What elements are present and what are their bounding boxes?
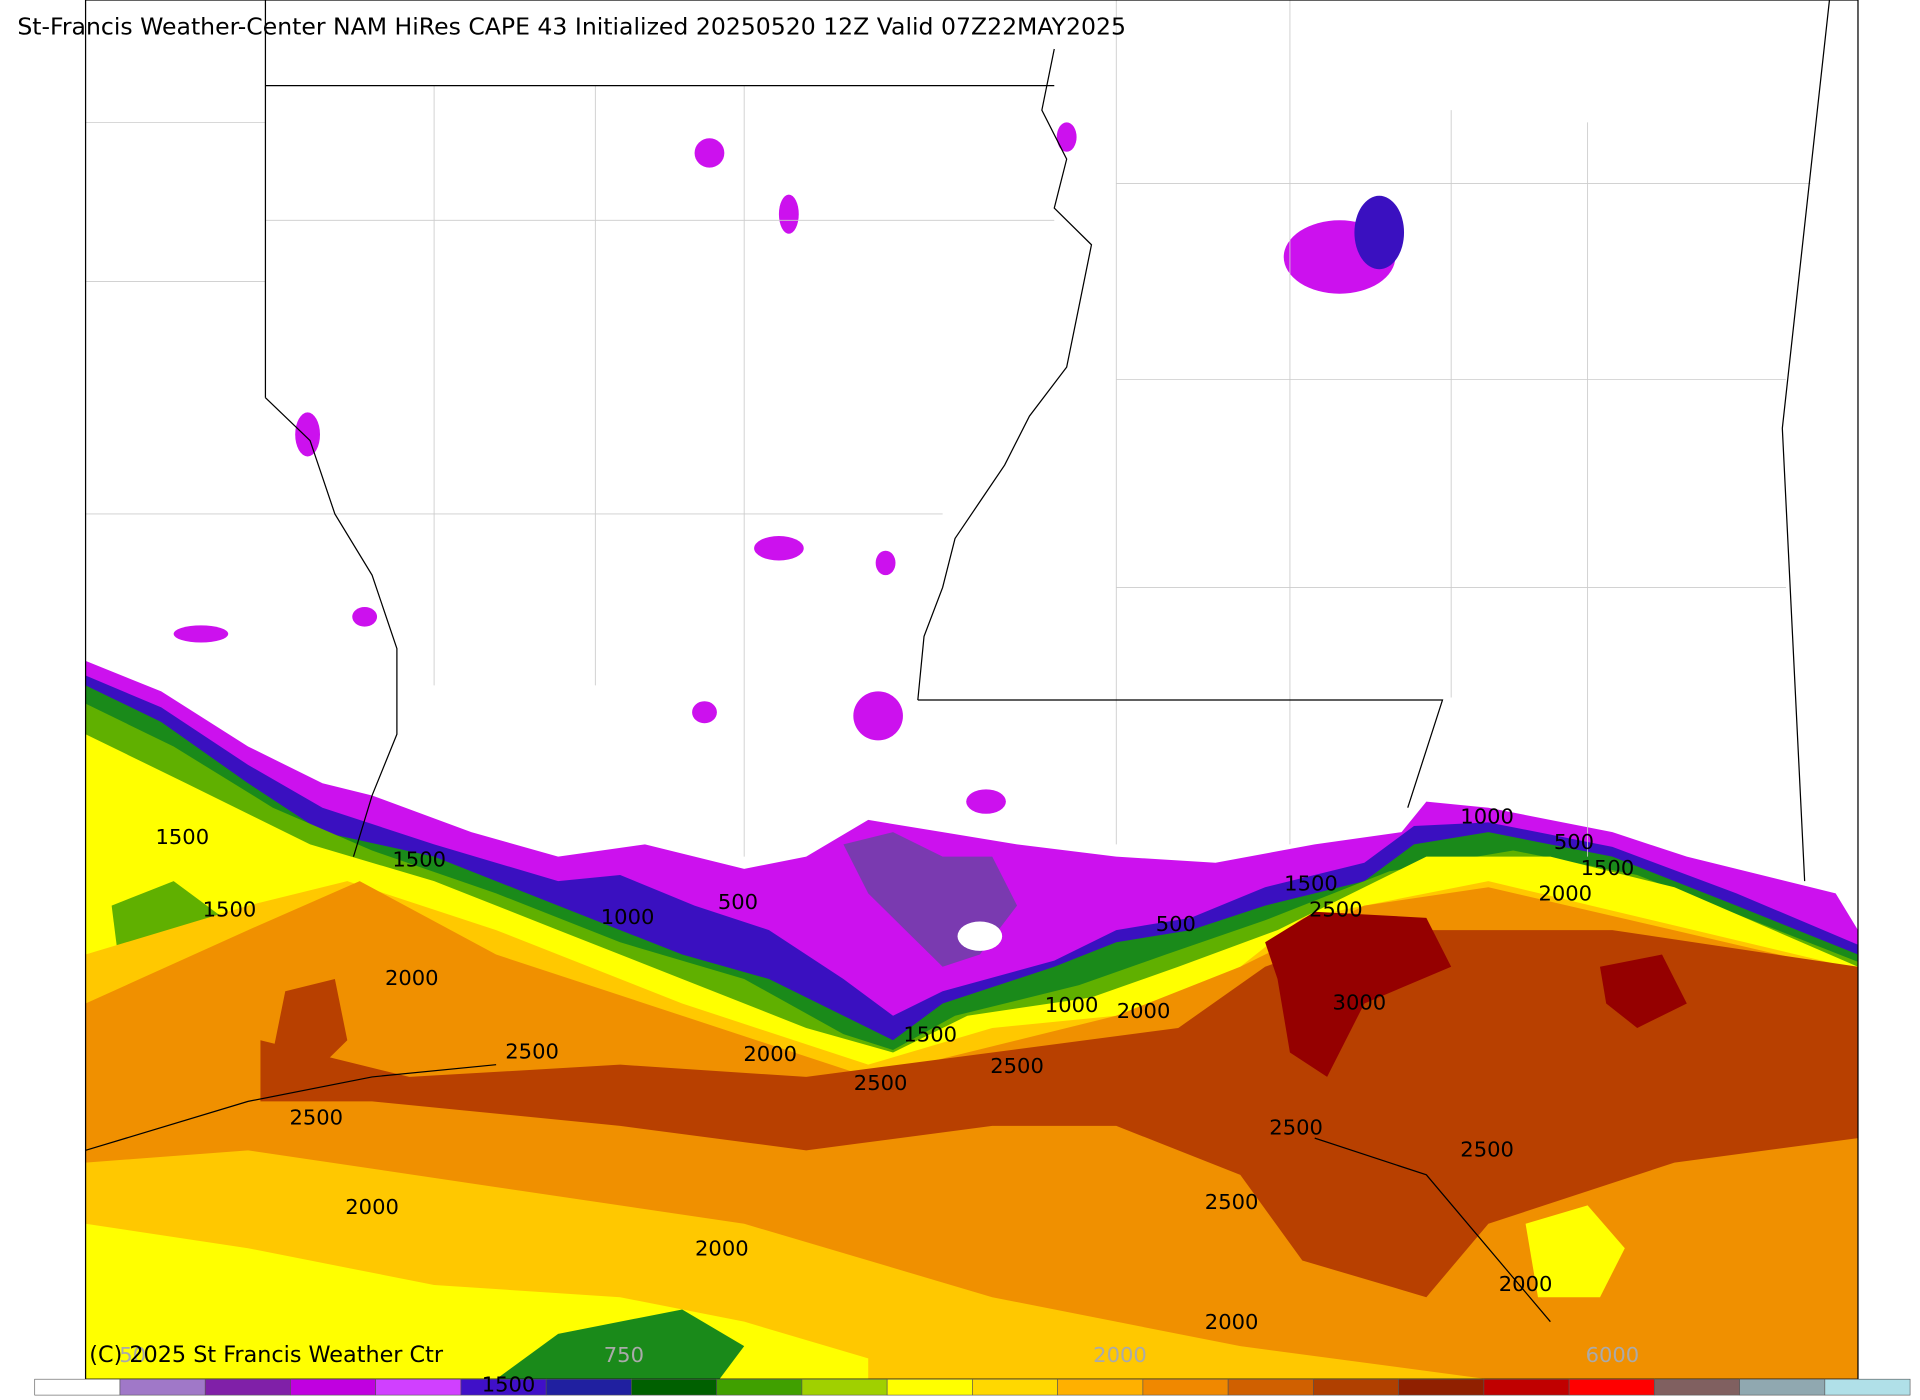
contour-label: 500 <box>1554 830 1594 854</box>
colorbar-swatch <box>972 1378 1058 1396</box>
colorbar-swatch <box>886 1378 973 1396</box>
title: St-Francis Weather-Center NAM HiRes CAPE… <box>17 12 1126 40</box>
colorbar-swatch <box>1227 1378 1314 1396</box>
contour-label: 2000 <box>385 966 439 990</box>
cape-band <box>1600 954 1687 1028</box>
contour-label: 1500 <box>1581 856 1635 880</box>
colorbar-swatch <box>1398 1378 1485 1396</box>
cape-cell <box>173 625 229 643</box>
colorbar-label: 2000 <box>1093 1343 1147 1367</box>
colorbar-swatch <box>34 1378 121 1396</box>
colorbar-swatch <box>801 1378 888 1396</box>
colorbar-swatch <box>1483 1378 1570 1396</box>
cape-cell <box>352 606 378 627</box>
colorbar-swatch <box>1313 1378 1399 1396</box>
colorbar-swatch <box>375 1378 462 1396</box>
colorbar-swatch <box>545 1378 632 1396</box>
contour-label: 2000 <box>743 1042 797 1066</box>
colorbar-swatch <box>716 1378 803 1396</box>
colorbar: 50 750 1500 2000 6000 <box>34 1343 1911 1396</box>
contour-label: 2000 <box>1499 1272 1553 1296</box>
cape-cell <box>694 138 725 168</box>
cape-cell <box>966 789 1006 814</box>
colorbar-swatch <box>1824 1378 1911 1396</box>
colorbar-swatch <box>1142 1378 1229 1396</box>
cape-band <box>1265 911 1452 1077</box>
contour-label: 2500 <box>990 1054 1044 1078</box>
colorbar-swatch <box>1739 1378 1826 1396</box>
cape-cell <box>853 691 903 741</box>
copyright: (C) 2025 St Francis Weather Ctr <box>89 1342 444 1368</box>
contour-label: 2500 <box>1460 1137 1514 1161</box>
cape-band <box>1525 1205 1625 1298</box>
cape-field <box>85 122 1858 1380</box>
contour-label: 500 <box>718 890 758 914</box>
contour-label: 2500 <box>1269 1115 1323 1139</box>
contour-label: 2500 <box>1205 1190 1259 1214</box>
contour-label: 1000 <box>1045 993 1099 1017</box>
cape-band <box>272 979 348 1077</box>
colorbar-swatch <box>204 1378 291 1396</box>
cape-cell <box>875 550 896 576</box>
colorbar-swatch <box>290 1378 377 1396</box>
contour-label: 1500 <box>903 1022 957 1046</box>
county-line <box>85 0 1811 857</box>
cape-cell <box>1354 195 1405 270</box>
cape-band <box>260 930 1858 1298</box>
colorbar-label: 6000 <box>1586 1343 1640 1367</box>
contour-label: 2500 <box>1309 898 1363 922</box>
contour-label: 1500 <box>203 898 257 922</box>
cape-hole <box>957 921 1003 951</box>
contour-label: 1000 <box>601 905 655 929</box>
contour-label: 2000 <box>1205 1310 1259 1334</box>
cape-cell <box>692 701 717 724</box>
colorbar-label: 50 <box>119 1343 146 1367</box>
cape-cell <box>1056 122 1077 152</box>
contour-label: 500 <box>1156 912 1196 936</box>
cape-cell <box>295 412 320 457</box>
contour-label: 1500 <box>155 825 209 849</box>
contour-label: 2500 <box>505 1040 559 1064</box>
colorbar-swatch <box>1057 1378 1144 1396</box>
contour-label: 1500 <box>392 847 446 871</box>
contour-label: 2000 <box>1117 999 1171 1023</box>
colorbar-label: 1500 <box>482 1372 536 1396</box>
boundary-line <box>85 1064 1551 1323</box>
contour-label: 1000 <box>1460 805 1514 829</box>
contour-label: 2500 <box>854 1071 908 1095</box>
cape-cell <box>778 194 799 234</box>
contour-label: 2500 <box>289 1106 343 1130</box>
contour-label: 2000 <box>695 1237 749 1261</box>
contour-label: 2000 <box>345 1195 399 1219</box>
cape-cell <box>754 536 804 561</box>
state-border <box>264 0 1831 882</box>
colorbar-label: 750 <box>604 1343 644 1367</box>
contour-label: 3000 <box>1333 991 1387 1015</box>
cape-band <box>496 1309 745 1380</box>
colorbar-swatch <box>1654 1378 1740 1396</box>
colorbar-swatch <box>631 1378 717 1396</box>
contour-label: 1500 <box>1284 872 1338 896</box>
river-border <box>264 48 1093 857</box>
colorbar-swatch <box>1568 1378 1655 1396</box>
contour-label: 2000 <box>1538 882 1592 906</box>
colorbar-swatch <box>119 1378 206 1396</box>
